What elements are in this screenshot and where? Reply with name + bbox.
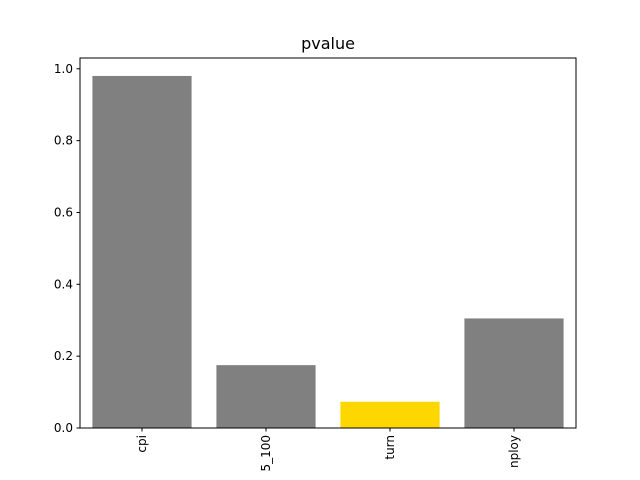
bars-group <box>92 75 564 428</box>
plot-frame <box>79 57 577 429</box>
bar-nploy <box>464 318 564 428</box>
x-tick-label-5_100: 5_100 <box>259 435 273 472</box>
bar-cpi <box>92 75 192 428</box>
y-tick-label: 0.8 <box>54 134 73 148</box>
y-tick-label: 0.2 <box>54 349 73 363</box>
bar-turn <box>340 401 440 428</box>
y-axis: 0.0 0.2 0.4 0.6 0.8 1.0 <box>54 62 80 435</box>
x-tick-label-turn: turn <box>383 435 397 460</box>
y-tick-label: 0.4 <box>54 277 73 291</box>
chart-title: pvalue <box>301 34 355 53</box>
y-tick-label: 1.0 <box>54 62 73 76</box>
y-tick-label: 0.0 <box>54 421 73 435</box>
x-axis: cpi 5_100 turn nploy <box>135 428 521 472</box>
y-tick-label: 0.6 <box>54 205 73 219</box>
x-tick-label-cpi: cpi <box>135 435 149 453</box>
x-tick-label-nploy: nploy <box>507 435 521 468</box>
bar-5_100 <box>216 365 316 428</box>
